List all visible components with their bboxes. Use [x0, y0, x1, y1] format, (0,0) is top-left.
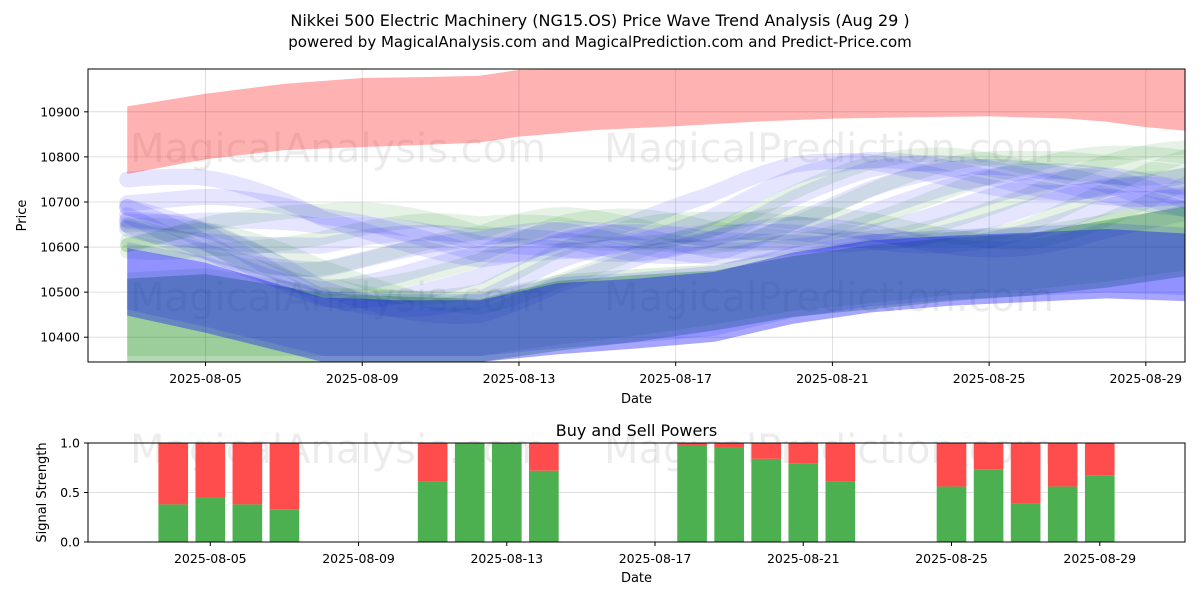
sell-bar	[417, 443, 448, 482]
sell-bar	[825, 443, 856, 482]
buy-bar	[232, 504, 263, 542]
y-tick-label: 0.5	[60, 485, 80, 500]
buy-bar	[714, 447, 744, 542]
wave-stroke	[119, 176, 1185, 309]
y-tick-label: 1.0	[60, 436, 80, 451]
sell-bar	[751, 443, 782, 459]
wave-stroke	[119, 152, 1185, 263]
wave-stroke	[120, 150, 1185, 260]
blue-band	[127, 229, 1185, 362]
y-axis-label: Price	[15, 200, 30, 232]
wave-stroke	[119, 186, 1185, 318]
chart-subtitle: powered by MagicalAnalysis.com and Magic…	[288, 33, 912, 51]
buy-bar	[751, 458, 782, 542]
sell-bar	[232, 443, 263, 505]
sell-bar	[1010, 443, 1041, 504]
red-band	[127, 69, 1185, 174]
watermark-text: MagicalAnalysis.com	[130, 126, 546, 172]
bands-group	[119, 69, 1185, 362]
price-plot-frame	[87, 68, 1186, 363]
x-tick-label: 2025-08-05	[174, 551, 247, 566]
wave-stroke	[120, 145, 1185, 277]
buy-bar	[1010, 503, 1041, 542]
buy-bar	[1084, 475, 1115, 542]
sell-bar	[788, 443, 819, 464]
watermark-text: MagicalPrediction.com	[604, 275, 1054, 321]
x-tick-label: 2025-08-13	[483, 371, 556, 386]
wave-stroke	[120, 149, 1185, 305]
green-band-shadow	[127, 200, 1185, 356]
power-panel: MagicalAnalysis.comMagicalPrediction.com…	[35, 421, 1186, 586]
sell-bar	[677, 443, 707, 446]
buy-bar	[788, 463, 819, 542]
x-axis-label: Date	[621, 571, 652, 586]
sell-bar	[195, 443, 226, 498]
y-axis-label: Signal Strength	[35, 442, 50, 542]
sell-bar	[1084, 443, 1115, 476]
price-plot-area	[88, 69, 1185, 362]
wave-stroke	[119, 153, 1185, 268]
buy-bar	[973, 469, 1004, 542]
buy-bar	[491, 443, 522, 542]
x-tick-label: 2025-08-09	[322, 551, 395, 566]
power-panel-title: Buy and Sell Powers	[556, 421, 718, 440]
wave-stroke	[119, 158, 1185, 265]
buy-bar	[454, 443, 485, 542]
watermark-text: MagicalAnalysis.com	[130, 275, 546, 321]
buy-bar	[825, 481, 856, 542]
x-tick-label: 2025-08-13	[470, 551, 543, 566]
wave-stroke	[120, 176, 1185, 315]
green-band	[127, 206, 1185, 362]
y-tick-label: 10900	[40, 104, 80, 119]
price-panel: MagicalAnalysis.com MagicalPrediction.com…	[15, 68, 1186, 407]
chart-title: Nikkei 500 Electric Machinery (NG15.OS) …	[290, 11, 909, 30]
y-tick-label: 10600	[40, 240, 80, 255]
x-axis-label: Date	[621, 392, 652, 407]
buy-bar	[936, 486, 967, 542]
buy-bar	[677, 445, 707, 542]
buy-bar	[158, 504, 189, 542]
y-tick-label: 0.0	[60, 535, 80, 550]
x-tick-label: 2025-08-21	[767, 551, 840, 566]
y-tick-label: 10800	[40, 149, 80, 164]
watermark-text: MagicalPrediction.com	[604, 126, 1054, 172]
wave-stroke	[120, 140, 1185, 294]
sell-bar	[973, 443, 1004, 470]
x-tick-label: 2025-08-29	[1109, 371, 1182, 386]
x-tick-label: 2025-08-17	[619, 551, 692, 566]
x-tick-label: 2025-08-09	[326, 371, 399, 386]
wave-stroke	[119, 167, 1185, 298]
buy-bar	[417, 481, 448, 542]
buy-bar	[529, 470, 559, 542]
x-tick-label: 2025-08-25	[915, 551, 988, 566]
sell-bar	[158, 443, 189, 505]
x-tick-label: 2025-08-05	[169, 371, 242, 386]
x-tick-label: 2025-08-25	[953, 371, 1026, 386]
wave-stroke	[119, 155, 1185, 263]
sell-bar	[936, 443, 967, 487]
blue-band-shadow	[127, 223, 1185, 356]
y-tick-label: 10500	[40, 285, 80, 300]
sell-bar	[529, 443, 559, 471]
buy-bar	[269, 509, 300, 542]
wave-stroke	[119, 205, 1185, 324]
sell-bar	[1047, 443, 1078, 487]
sell-bar	[714, 443, 744, 448]
x-tick-label: 2025-08-21	[796, 371, 869, 386]
sell-bar	[269, 443, 300, 510]
x-tick-label: 2025-08-17	[639, 371, 712, 386]
x-tick-label: 2025-08-29	[1063, 551, 1136, 566]
wave-stroke	[120, 147, 1185, 253]
y-tick-label: 10400	[40, 330, 80, 345]
wave-stroke	[119, 163, 1185, 278]
buy-bar	[1047, 486, 1078, 542]
y-tick-label: 10700	[40, 194, 80, 209]
buy-bar	[195, 497, 226, 542]
